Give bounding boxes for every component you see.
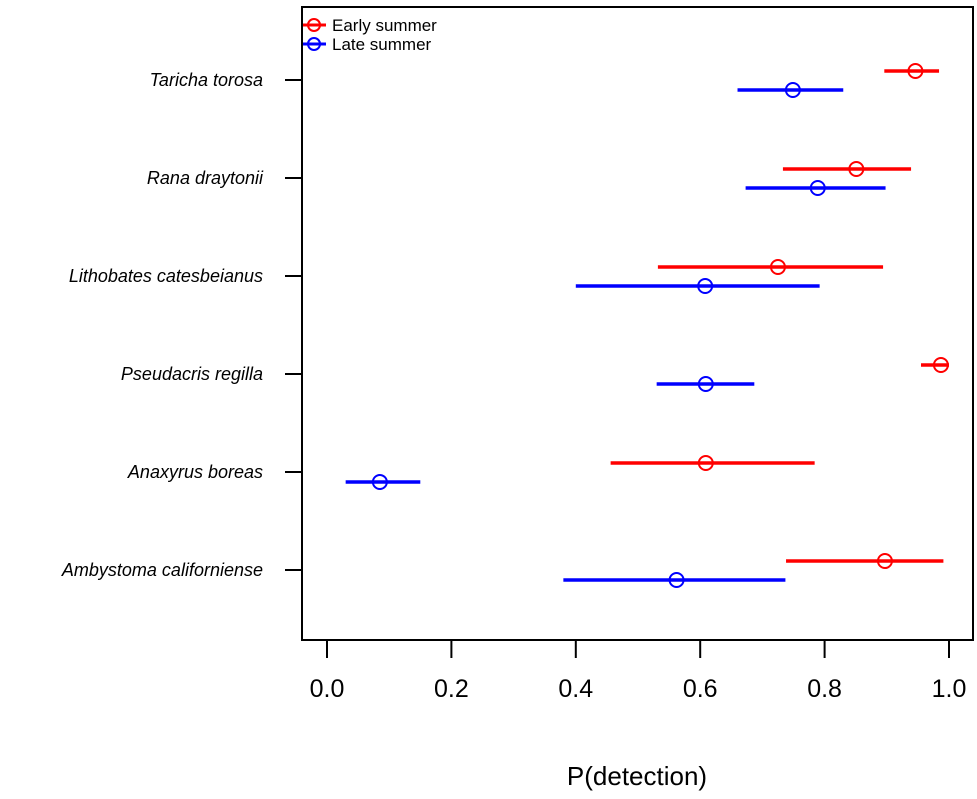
late-summer-point (371, 474, 388, 490)
legend-early-summer-label: Early summer (332, 16, 437, 35)
x-tick-label: 0.2 (434, 675, 469, 703)
legend: Early summer Late summer (303, 16, 437, 54)
legend-early-summer-marker (307, 18, 321, 32)
late-summer-point (697, 376, 714, 392)
species-label-rana-draytonii: Rana draytonii (147, 168, 264, 188)
x-tick-label: 1.0 (932, 675, 967, 703)
late-summer-point (697, 278, 714, 294)
x-tick-label: 0.8 (807, 675, 842, 703)
early-summer-point (876, 553, 893, 569)
species-label-ambystoma-californiense: Ambystoma californiense (61, 560, 263, 580)
early-summer-point (769, 259, 786, 275)
x-tick-label: 0.0 (310, 675, 345, 703)
x-tick-label: 0.4 (558, 675, 593, 703)
late-summer-point (668, 572, 685, 588)
late-summer-point (809, 180, 826, 196)
plot-frame (301, 6, 974, 641)
early-summer-point (907, 63, 924, 79)
x-axis: P(detection) 0.0 0.2 0.4 0.6 0.8 1.0 (310, 639, 967, 791)
early-summer-point (848, 161, 865, 177)
early-summer-point (932, 357, 949, 373)
legend-late-summer-marker (307, 37, 321, 51)
early-summer-point (697, 455, 714, 471)
x-axis-title: P(detection) (567, 761, 707, 791)
y-axis: Taricha torosa Rana draytonii Lithobates… (61, 70, 302, 580)
x-tick-label: 0.6 (683, 675, 718, 703)
species-label-pseudacris-regilla: Pseudacris regilla (121, 364, 263, 384)
species-label-anaxyrus-boreas: Anaxyrus boreas (127, 462, 263, 482)
species-label-taricha-torosa: Taricha torosa (150, 70, 263, 90)
late-summer-point (784, 82, 801, 98)
species-label-lithobates-catesbeianus: Lithobates catesbeianus (69, 266, 263, 286)
data-marks (345, 63, 949, 588)
legend-late-summer-label: Late summer (332, 35, 432, 54)
